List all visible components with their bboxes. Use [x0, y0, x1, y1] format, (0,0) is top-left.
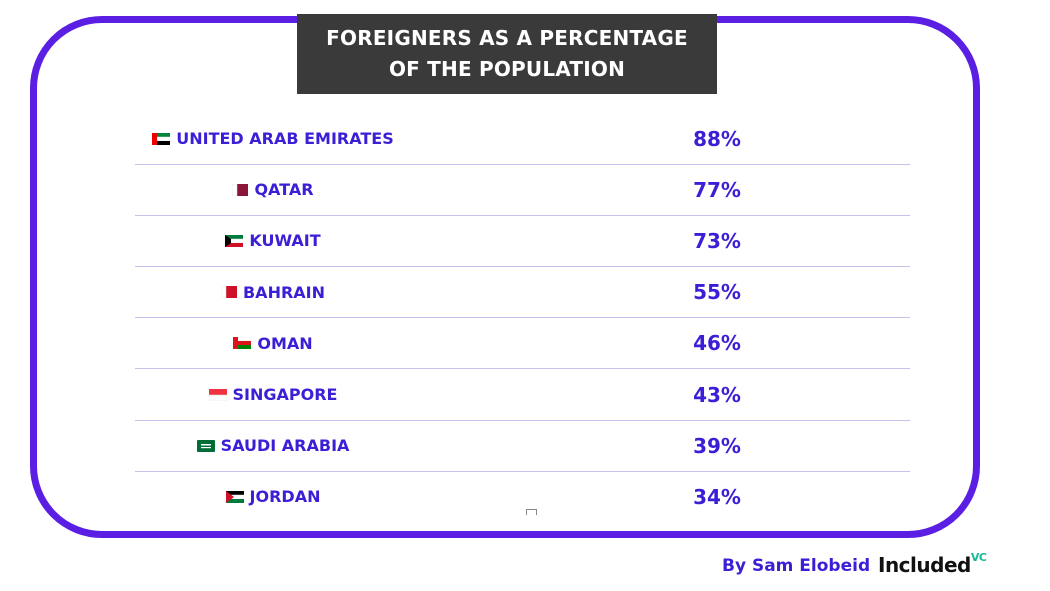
country-name: JORDAN — [249, 487, 321, 507]
country-cell: UNITED ARAB EMIRATES — [135, 114, 411, 164]
percentage: 88% — [693, 126, 741, 151]
country-cell: BAHRAIN — [135, 267, 411, 317]
percentage: 77% — [693, 177, 741, 202]
country-cell: SINGAPORE — [135, 370, 411, 420]
percentage: 55% — [693, 280, 741, 305]
country-name: SINGAPORE — [232, 385, 338, 404]
table-row: JORDAN 34% — [135, 472, 910, 523]
logo-text: Included — [878, 553, 971, 577]
byline: By Sam Elobeid — [722, 556, 871, 576]
percentage: 39% — [693, 433, 741, 458]
flag — [232, 183, 249, 196]
title-line: OF THE POPULATION — [388, 57, 626, 81]
table-row: SINGAPORE 43% — [135, 370, 910, 421]
percentage: 43% — [693, 382, 741, 407]
country-cell: OMAN — [135, 318, 411, 368]
country-name: SAUDI ARABIA — [220, 436, 350, 456]
title-line: FOREIGNERS AS A PERCENTAGE — [326, 26, 688, 50]
country-cell: SAUDI ARABIA — [135, 421, 411, 471]
flag — [220, 286, 237, 299]
title-box: FOREIGNERS AS A PERCENTAGE OF THE POPULA… — [297, 14, 717, 94]
table-row: QATAR 77% — [135, 165, 910, 216]
percentage: 34% — [693, 484, 741, 509]
percentage: 46% — [693, 331, 741, 356]
country-name: BAHRAIN — [242, 282, 325, 302]
country-cell: QATAR — [135, 165, 411, 215]
country-cell: KUWAIT — [135, 216, 411, 266]
flag — [196, 439, 215, 452]
logo: IncludedVC — [878, 551, 987, 577]
table-row: BAHRAIN 55% — [135, 267, 910, 319]
flag — [208, 388, 227, 401]
table-row: SAUDI ARABIA 39% — [135, 421, 910, 472]
flag — [225, 490, 244, 503]
flag — [225, 234, 244, 247]
flag — [152, 132, 171, 145]
table-row: OMAN 46% — [135, 318, 910, 370]
table-row: KUWAIT 73% — [135, 216, 910, 268]
cursor-mark — [526, 509, 537, 515]
country-cell: JORDAN — [135, 472, 411, 522]
flag — [233, 337, 252, 350]
logo-sup: VC — [970, 551, 987, 565]
country-name: OMAN — [257, 333, 313, 353]
country-name: KUWAIT — [249, 231, 321, 251]
country-name: UNITED ARAB EMIRATES — [176, 129, 394, 148]
country-name: QATAR — [254, 180, 314, 200]
table-row: UNITED ARAB EMIRATES 88% — [135, 114, 910, 165]
percentage: 73% — [693, 228, 741, 253]
